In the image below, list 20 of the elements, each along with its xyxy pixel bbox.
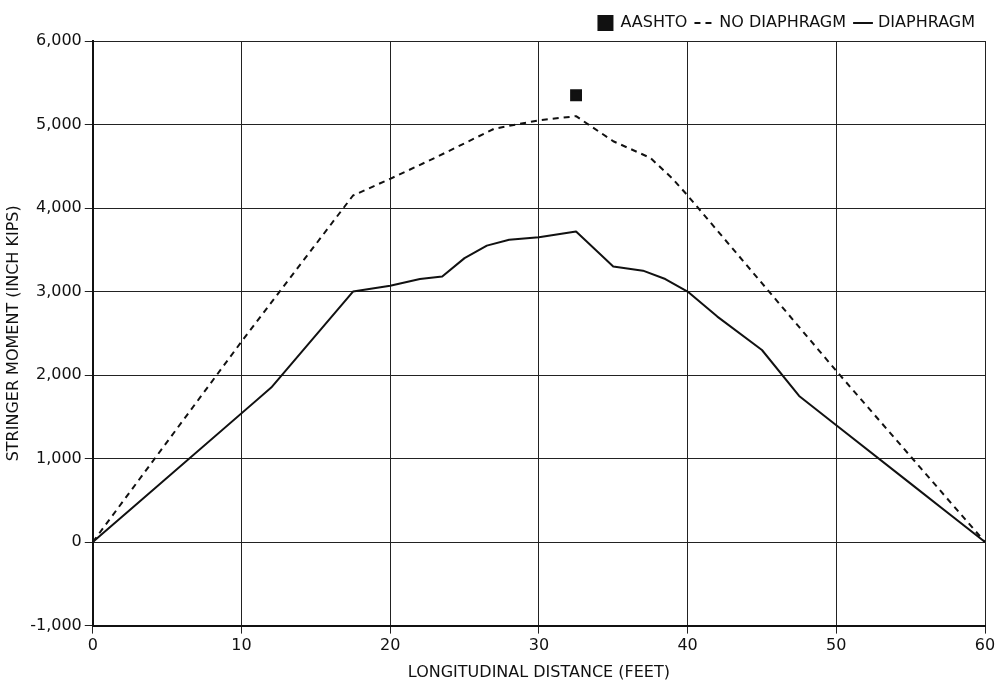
x-tick-label: 20 (380, 635, 401, 655)
y-tick-label: 5,000 (35, 113, 82, 133)
legend-label: AASHTO (620, 12, 688, 32)
y-tick-label: 2,000 (35, 364, 82, 384)
x-tick-label: 10 (231, 635, 252, 655)
x-tick-label: 60 (974, 635, 996, 655)
x-axis-title: LONGITUDINAL DISTANCE (FEET) (407, 661, 670, 681)
y-tick-label: -1,000 (30, 614, 82, 634)
y-tick-label: 4,000 (35, 197, 82, 217)
y-tick-label: 3,000 (35, 280, 82, 300)
y-tick-label: 0 (71, 531, 82, 551)
x-tick-label: 30 (528, 635, 550, 655)
y-axis-title: STRINGER MOMENT (INCH KIPS) (2, 205, 22, 462)
y-tick-label: 6,000 (35, 30, 82, 50)
x-tick-label: 40 (677, 635, 698, 655)
x-tick-label: 0 (87, 635, 98, 655)
y-tick-label: 1,000 (35, 447, 82, 467)
legend-label: DIAPHRAGM (878, 12, 975, 32)
legend-label: NO DIAPHRAGM (719, 12, 847, 32)
x-tick-label: 50 (826, 635, 847, 655)
